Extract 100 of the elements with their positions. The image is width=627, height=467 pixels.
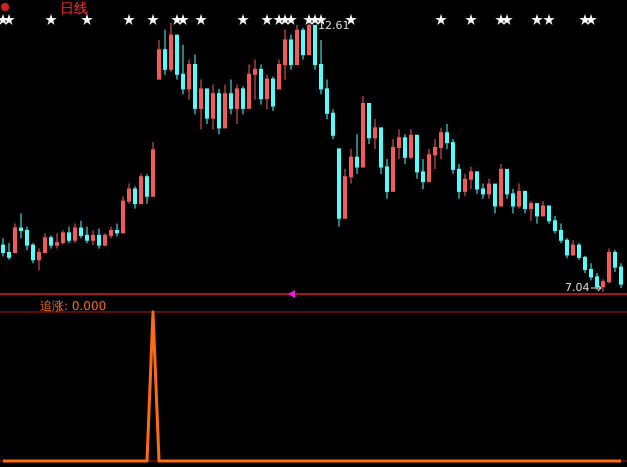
candlestick <box>115 223 119 237</box>
candlestick <box>385 158 389 200</box>
candlestick <box>241 86 245 115</box>
candlestick <box>451 138 455 174</box>
candlestick <box>595 272 599 291</box>
candlestick <box>139 173 143 204</box>
candlestick <box>559 223 563 244</box>
candlestick <box>403 134 407 165</box>
candlestick <box>145 174 149 204</box>
candlestick <box>343 168 347 219</box>
candlestick <box>7 242 11 260</box>
candlestick <box>355 134 359 174</box>
candlestick <box>295 24 299 65</box>
candlestick <box>379 127 383 174</box>
candlestick <box>601 278 605 292</box>
candlestick <box>415 134 419 180</box>
candlestick <box>133 186 137 209</box>
candlestick <box>229 79 233 115</box>
candlestick <box>223 84 227 128</box>
candlestick <box>13 223 17 254</box>
candlestick <box>481 183 485 200</box>
candlestick <box>187 59 191 100</box>
candlestick <box>499 164 503 207</box>
candlestick <box>49 234 53 250</box>
annotation: 12.61 <box>318 19 350 32</box>
candlestick <box>301 27 305 60</box>
candlestick <box>235 84 239 125</box>
candlestick <box>553 215 557 234</box>
candlestick <box>151 142 155 197</box>
candlestick <box>571 240 575 256</box>
candlestick <box>505 168 509 200</box>
candlestick <box>61 230 65 245</box>
candlestick <box>73 223 77 244</box>
candlestick <box>85 226 89 244</box>
candlestick <box>109 226 113 239</box>
candlestick <box>247 64 251 109</box>
chart-title: 日线 <box>60 1 88 17</box>
candlestick <box>163 29 167 76</box>
candlestick <box>253 59 257 100</box>
candlestick <box>577 242 581 260</box>
candlestick <box>433 138 437 170</box>
candlestick <box>367 103 371 145</box>
candlestick <box>469 166 473 190</box>
chart-title: 追涨: 0.000 <box>40 299 106 313</box>
candlestick <box>271 76 275 112</box>
candlestick <box>523 190 527 214</box>
candlestick <box>217 88 221 135</box>
candlestick <box>475 171 479 194</box>
candlestick <box>175 34 179 80</box>
candlestick <box>439 127 443 160</box>
candlestick <box>307 20 311 56</box>
candlestick <box>157 40 161 80</box>
candlestick <box>613 250 617 272</box>
candlestick <box>79 220 83 239</box>
candlestick <box>619 262 623 289</box>
candlestick <box>19 212 23 239</box>
annotation: 7.04 <box>565 281 590 294</box>
candlestick <box>289 34 293 70</box>
candlestick <box>541 200 545 216</box>
candlestick <box>55 232 59 250</box>
candlestick <box>103 232 107 247</box>
candlestick <box>421 158 425 190</box>
candlestick <box>37 248 41 272</box>
candlestick <box>409 128 413 160</box>
candlestick <box>205 88 209 125</box>
candlestick <box>391 138 395 192</box>
candlestick <box>427 148 431 182</box>
candlestick <box>127 183 131 204</box>
candlestick <box>211 84 215 130</box>
candlestick <box>565 238 569 259</box>
candlestick <box>313 24 317 70</box>
candlestick <box>121 196 125 234</box>
candlestick <box>457 164 461 200</box>
candlestick <box>493 184 497 214</box>
candlestick <box>487 178 491 200</box>
candlestick <box>283 29 287 80</box>
candlestick <box>463 173 467 197</box>
candlestick <box>277 59 281 90</box>
candlestick <box>517 183 521 209</box>
candlestick <box>337 148 341 228</box>
candlestick <box>181 44 185 95</box>
candlestick <box>589 262 593 281</box>
candlestick <box>25 226 29 251</box>
candlestick <box>325 79 329 120</box>
candlestick <box>43 232 47 254</box>
candlestick <box>373 118 377 150</box>
candlestick <box>607 248 611 284</box>
candlestick <box>67 226 71 244</box>
candlestick <box>169 22 173 72</box>
candlestick <box>445 124 449 150</box>
candlestick <box>1 238 5 257</box>
candlestick <box>511 188 515 214</box>
candlestick <box>91 230 95 246</box>
candlestick <box>397 128 401 160</box>
candlestick <box>349 148 353 184</box>
candlestick <box>319 40 323 95</box>
candlestick <box>535 203 539 224</box>
candlestick <box>547 206 551 224</box>
candlestick <box>361 96 365 168</box>
candlestick <box>583 255 587 274</box>
